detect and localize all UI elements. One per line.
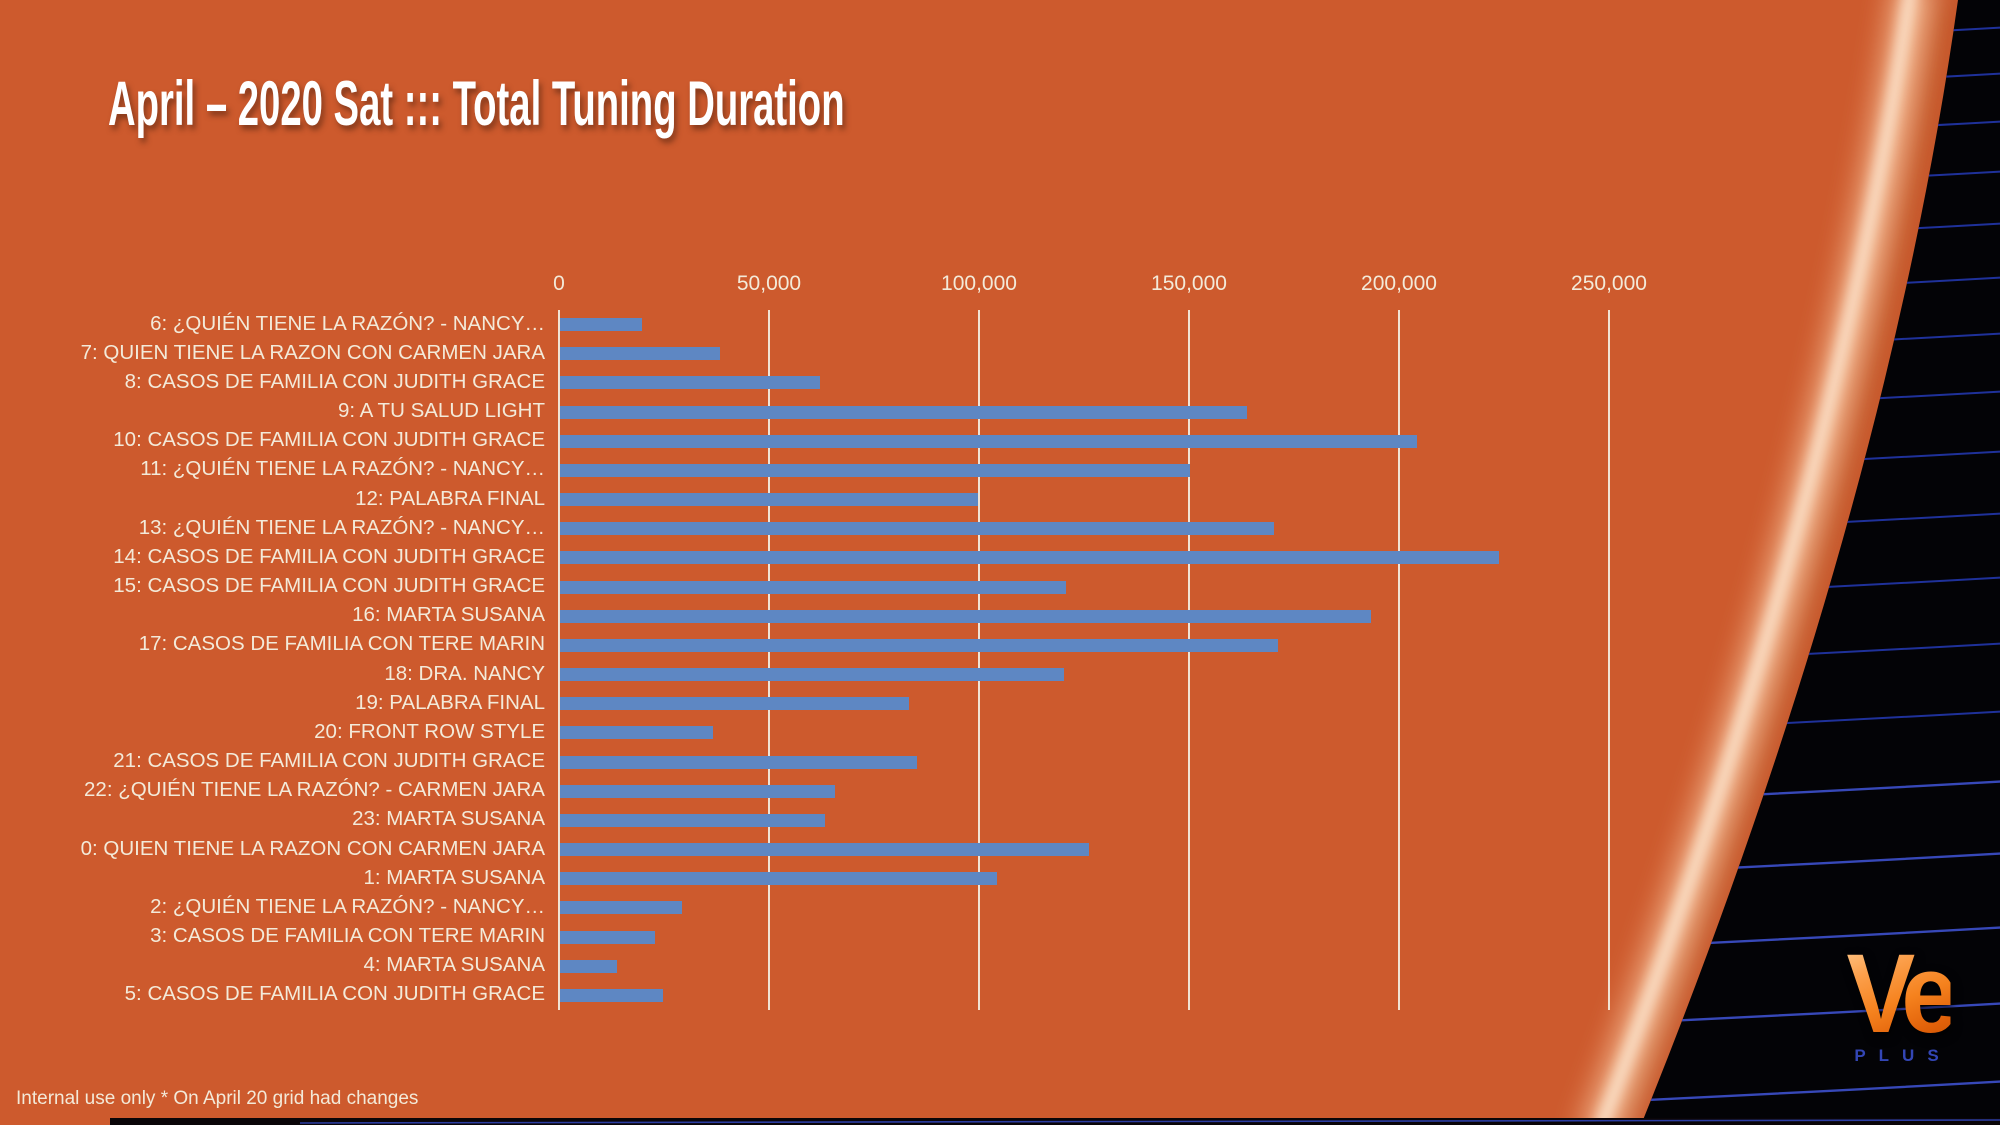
category-label: 12: PALABRA FINAL: [355, 486, 545, 510]
bar: [560, 988, 663, 1002]
category-label: 13: ¿QUIÉN TIENE LA RAZÓN? - NANCY…: [138, 515, 545, 539]
bar: [560, 668, 1064, 682]
category-label: 23: MARTA SUSANA: [352, 807, 545, 831]
bar: [560, 638, 1279, 652]
bar: [560, 930, 655, 944]
bar: [560, 755, 917, 769]
category-label: 4: MARTA SUSANA: [363, 953, 545, 977]
bar: [560, 813, 825, 827]
category-label: 8: CASOS DE FAMILIA CON JUDITH GRACE: [124, 369, 545, 393]
category-label: 5: CASOS DE FAMILIA CON JUDITH GRACE: [124, 982, 545, 1006]
category-label: 3: CASOS DE FAMILIA CON TERE MARIN: [150, 924, 545, 948]
category-label: 17: CASOS DE FAMILIA CON TERE MARIN: [138, 632, 545, 656]
category-label: 11: ¿QUIÉN TIENE LA RAZÓN? - NANCY…: [140, 457, 545, 481]
category-label: 22: ¿QUIÉN TIENE LA RAZÓN? - CARMEN JARA: [84, 778, 545, 802]
side-panel: [1641, 0, 2000, 1125]
x-axis-tick: 200,000: [1361, 272, 1437, 295]
category-label: 1: MARTA SUSANA: [363, 865, 545, 889]
bar: [560, 493, 978, 507]
bar: [560, 609, 1371, 623]
category-label: 19: PALABRA FINAL: [355, 690, 545, 714]
category-label: 6: ¿QUIÉN TIENE LA RAZÓN? - NANCY…: [150, 311, 545, 335]
bar: [560, 405, 1247, 419]
bar: [560, 580, 1067, 594]
slide-title: April – 2020 Sat ::: Total Tuning Durati…: [108, 69, 845, 140]
x-axis-tick: 0: [553, 272, 565, 295]
category-label: 2: ¿QUIÉN TIENE LA RAZÓN? - NANCY…: [150, 894, 545, 918]
category-label: 15: CASOS DE FAMILIA CON JUDITH GRACE: [113, 574, 545, 598]
bar: [560, 843, 1090, 857]
bar: [560, 784, 836, 798]
x-axis-tick: 50,000: [736, 272, 802, 295]
bar: [560, 347, 720, 361]
x-axis-tick: 250,000: [1571, 272, 1647, 295]
bar: [560, 959, 617, 973]
category-label: 16: MARTA SUSANA: [352, 603, 545, 627]
bar: [560, 463, 1190, 477]
gridline: [558, 310, 560, 1010]
footer-note: Internal use only * On April 20 grid had…: [16, 1088, 419, 1109]
bar: [560, 522, 1274, 536]
x-axis-tick: 150,000: [1151, 272, 1227, 295]
category-label: 21: CASOS DE FAMILIA CON JUDITH GRACE: [113, 749, 545, 773]
edge-shade: [1611, 0, 1957, 1125]
bar: [560, 901, 682, 915]
edge-highlight-core: [1594, 0, 1916, 1125]
x-axis-tick: 100,000: [941, 272, 1017, 295]
gridline: [978, 310, 980, 1010]
category-label: 10: CASOS DE FAMILIA CON JUDITH GRACE: [113, 428, 545, 452]
logo-ve: Ve: [1846, 931, 1958, 1056]
bar: [560, 434, 1417, 448]
category-label: 9: A TU SALUD LIGHT: [338, 399, 545, 423]
veplus-logo: Ve PLUS: [1818, 938, 1978, 1066]
logo-plus: PLUS: [1854, 1046, 1952, 1065]
gridline: [1188, 310, 1190, 1010]
gridline: [768, 310, 770, 1010]
category-label: 14: CASOS DE FAMILIA CON JUDITH GRACE: [113, 544, 545, 568]
gridline: [1398, 310, 1400, 1010]
category-label: 18: DRA. NANCY: [384, 661, 545, 685]
bottom-strip-line: [299, 1119, 2000, 1124]
bar: [560, 376, 821, 390]
category-label: 0: QUIEN TIENE LA RAZON CON CARMEN JARA: [80, 836, 545, 860]
bar: [560, 697, 909, 711]
category-label: 20: FRONT ROW STYLE: [314, 719, 545, 743]
bar: [560, 318, 642, 332]
gridline: [1608, 310, 1610, 1010]
category-label: 7: QUIEN TIENE LA RAZON CON CARMEN JARA: [80, 340, 545, 364]
bar: [560, 551, 1499, 565]
bar: [560, 872, 997, 886]
bar: [560, 726, 714, 740]
